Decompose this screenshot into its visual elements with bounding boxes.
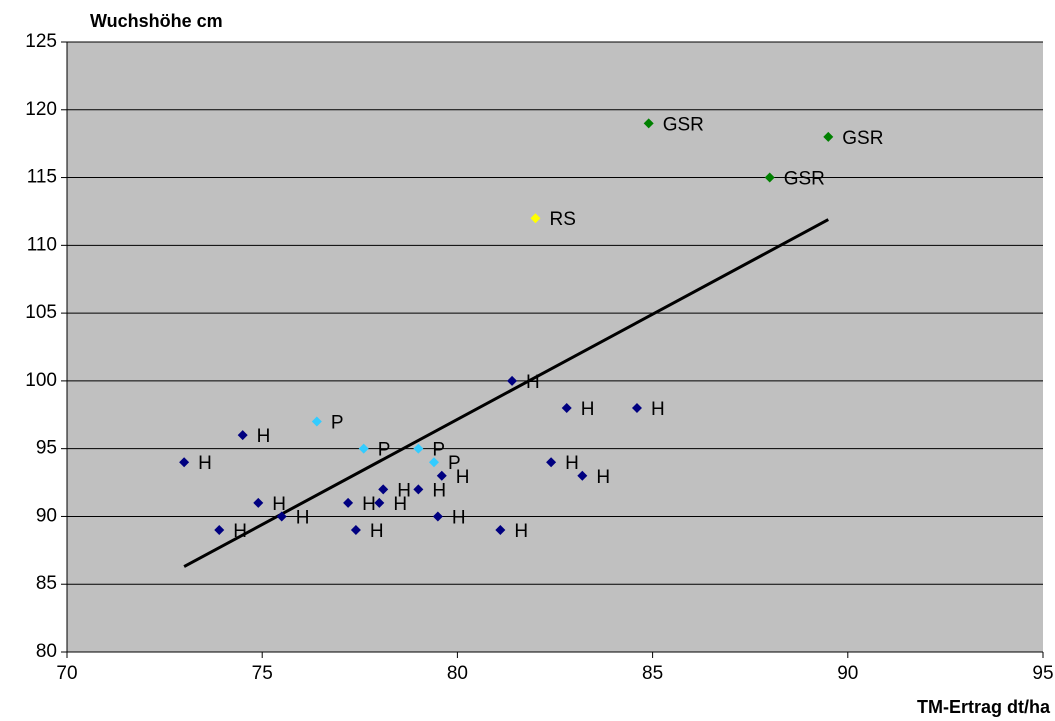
point-label: P: [331, 413, 344, 434]
x-tick-label: 70: [56, 663, 77, 684]
y-tick-label: 120: [25, 99, 57, 120]
point: [561, 403, 572, 413]
x-tick-label: 85: [642, 663, 663, 684]
y-tick-label: 110: [27, 234, 57, 255]
y-tick-label: 100: [25, 370, 57, 391]
point: [530, 213, 541, 224]
point-label: H: [452, 507, 466, 528]
point: [237, 430, 248, 441]
point: [823, 131, 834, 142]
point-label: H: [514, 521, 528, 542]
point-label: GSR: [842, 128, 883, 149]
point-label: H: [397, 480, 411, 501]
point-label: GSR: [784, 169, 825, 190]
point: [343, 497, 354, 508]
x-tick-label: 95: [1032, 663, 1053, 684]
point: [413, 484, 424, 495]
plot-area: [67, 42, 1043, 652]
point-label: H: [581, 399, 595, 420]
x-tick-label: 80: [447, 663, 468, 684]
point: [276, 511, 287, 522]
point: [428, 457, 439, 468]
x-tick-label: 90: [837, 663, 858, 684]
point: [374, 497, 385, 508]
point-label: H: [432, 480, 446, 501]
point-label: H: [596, 467, 610, 488]
point: [495, 525, 506, 535]
point-label: H: [393, 494, 407, 515]
point: [358, 443, 369, 454]
point-label: H: [272, 494, 286, 515]
x-tick-label: 75: [252, 663, 273, 684]
point: [643, 118, 654, 129]
point-label: H: [370, 521, 384, 542]
trendline: [183, 218, 829, 568]
point: [378, 484, 389, 495]
point-label: H: [362, 494, 376, 515]
point-label: H: [233, 521, 247, 542]
point-label: H: [296, 507, 310, 528]
point-label: P: [378, 440, 391, 461]
point: [214, 525, 225, 535]
point: [764, 172, 775, 183]
point-label: H: [526, 372, 540, 393]
point-label: H: [257, 426, 271, 447]
point: [631, 403, 642, 413]
point-label: RS: [549, 209, 575, 230]
point: [413, 443, 424, 454]
y-axis-title: Wuchshöhe cm: [90, 11, 223, 31]
point-label: H: [198, 453, 212, 474]
point-label: GSR: [663, 114, 704, 135]
point: [577, 470, 588, 481]
point: [179, 457, 190, 468]
point: [432, 511, 443, 522]
point-label: H: [456, 467, 470, 488]
y-tick-label: 80: [36, 641, 57, 662]
x-axis-title: TM-Ertrag dt/ha: [917, 697, 1051, 717]
y-tick-label: 85: [36, 573, 57, 594]
point: [350, 525, 361, 535]
y-tick-label: 105: [25, 302, 57, 323]
point: [253, 497, 264, 508]
y-tick-label: 90: [36, 505, 57, 526]
y-tick-label: 125: [25, 31, 57, 52]
point: [546, 457, 557, 468]
point-label: H: [565, 453, 579, 474]
point: [311, 416, 322, 427]
point: [436, 470, 447, 481]
point-label: H: [651, 399, 665, 420]
y-tick-label: 115: [27, 167, 57, 188]
point-label: P: [432, 440, 445, 461]
point-label: P: [448, 453, 461, 474]
point: [507, 375, 518, 386]
y-tick-label: 95: [36, 438, 57, 459]
